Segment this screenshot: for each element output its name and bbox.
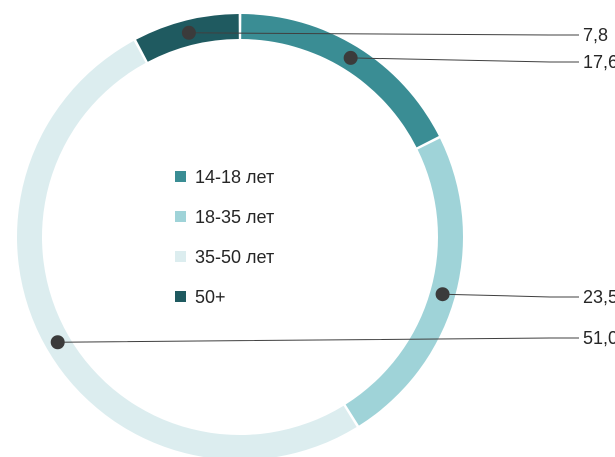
legend-label: 50+ [195, 287, 226, 307]
legend-item: 50+ [175, 287, 226, 307]
data-label: 51,0 [583, 328, 615, 348]
legend-swatch [175, 251, 186, 262]
leader-dot [181, 25, 196, 40]
leader-lines: 7,8 17,6 23,5 51,0 [50, 25, 615, 350]
legend-item: 14-18 лет [175, 167, 274, 187]
leader-line [57, 337, 579, 343]
leader-line [442, 293, 579, 298]
donut-slice [345, 138, 464, 426]
leader-line [188, 32, 579, 36]
leader-dot [435, 287, 450, 302]
legend-item: 18-35 лет [175, 207, 274, 227]
legend-label: 35-50 лет [195, 247, 274, 267]
legend-swatch [175, 291, 186, 302]
legend: 14-18 лет 18-35 лет 35-50 лет 50+ [175, 167, 274, 307]
legend-swatch [175, 171, 186, 182]
data-label: 17,6 [583, 52, 615, 72]
legend-label: 14-18 лет [195, 167, 274, 187]
leader-dot [343, 50, 358, 65]
data-label: 7,8 [583, 25, 608, 45]
legend-label: 18-35 лет [195, 207, 274, 227]
data-label: 23,5 [583, 287, 615, 307]
donut-slice [17, 40, 357, 457]
leader-line [350, 57, 579, 63]
donut-slices [17, 14, 464, 457]
donut-slice [241, 14, 439, 148]
legend-item: 35-50 лет [175, 247, 274, 267]
legend-swatch [175, 211, 186, 222]
leader-dot [50, 335, 65, 350]
